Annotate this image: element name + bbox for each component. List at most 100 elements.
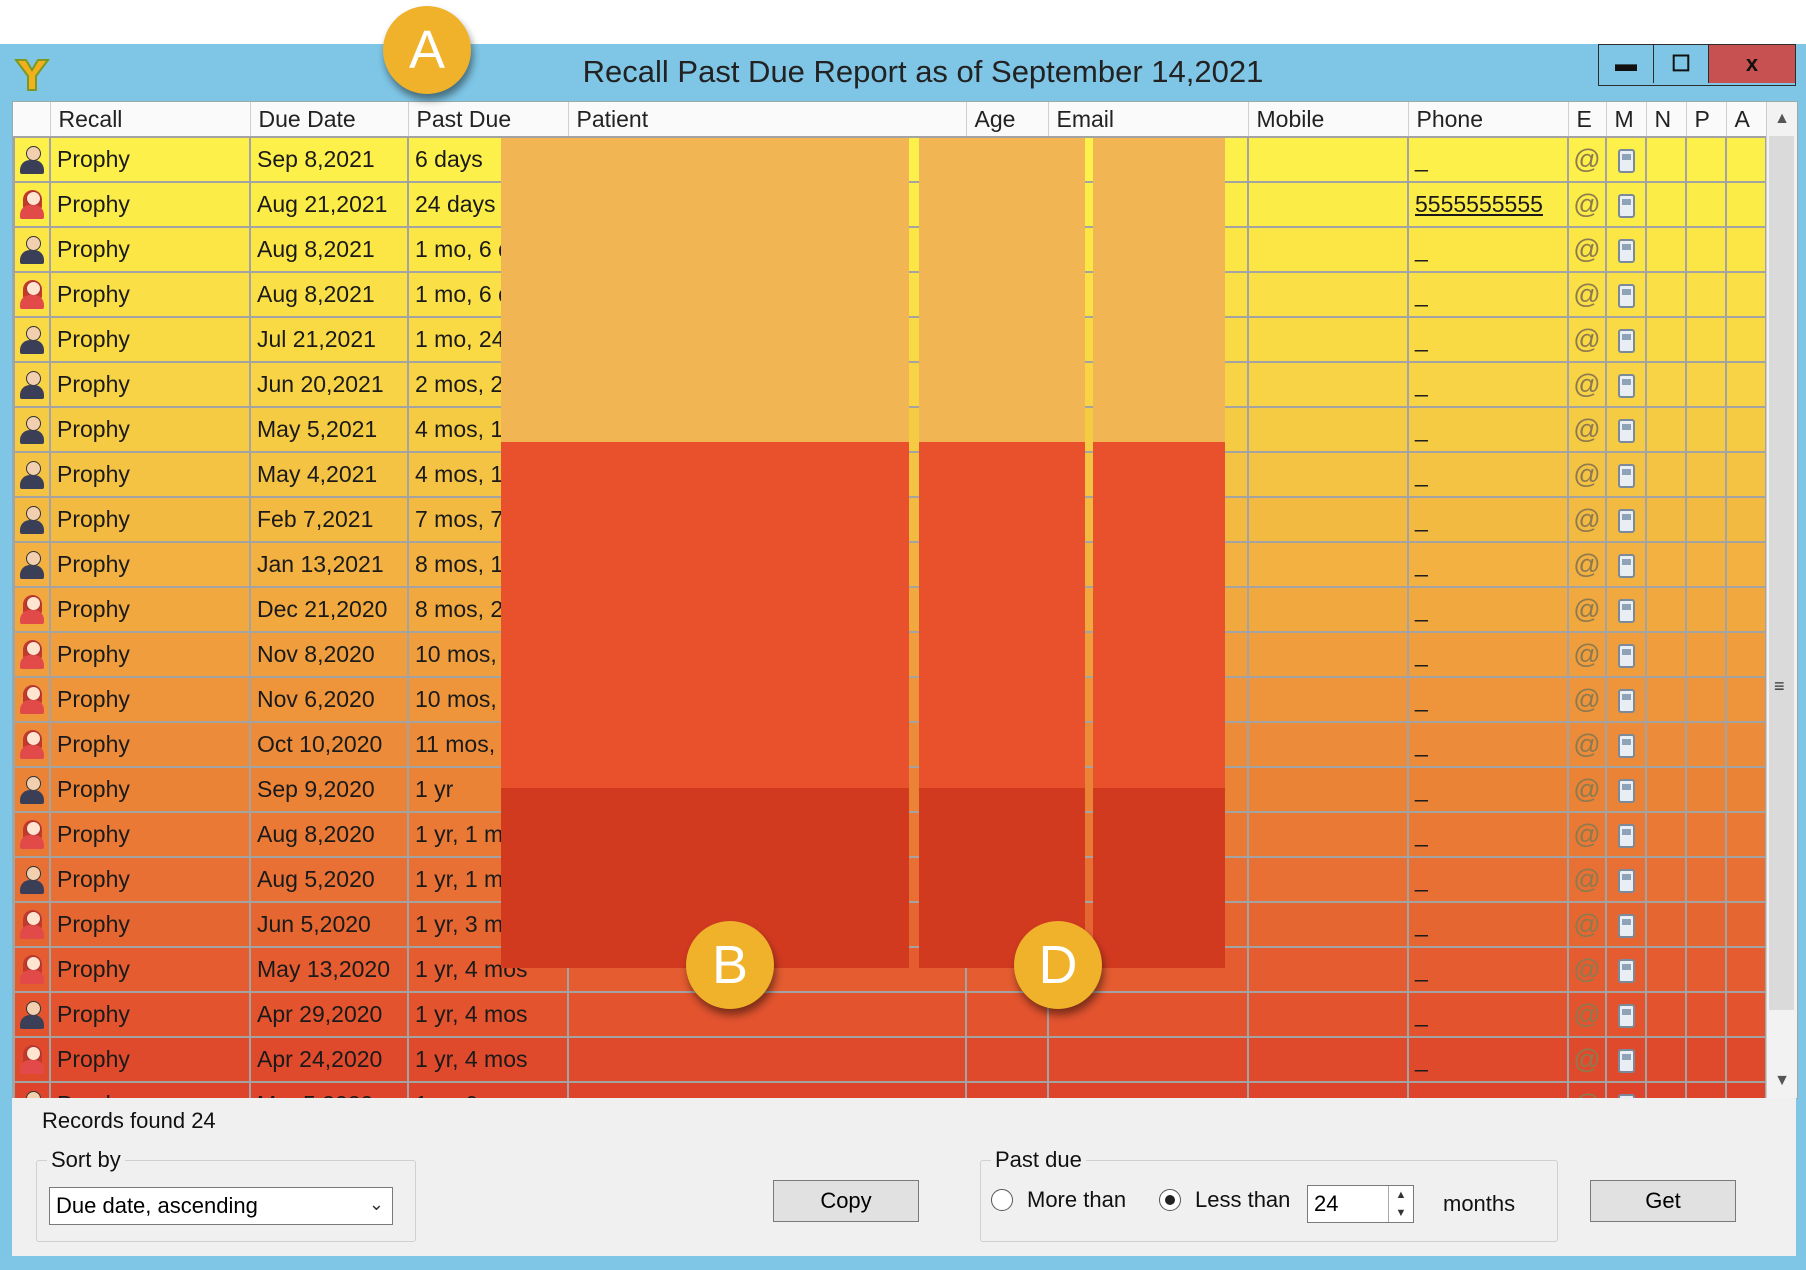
n-cell[interactable] — [1645, 721, 1687, 768]
mobile-phone-icon[interactable] — [1617, 913, 1635, 938]
copy-button[interactable]: Copy — [773, 1180, 919, 1222]
stepper-up-icon[interactable]: ▲ — [1395, 1189, 1407, 1201]
mobile-action-cell[interactable] — [1605, 496, 1647, 543]
mobile-phone-icon[interactable] — [1617, 238, 1635, 263]
email-icon[interactable]: @ — [1573, 909, 1601, 939]
mobile-phone-icon[interactable] — [1617, 553, 1635, 578]
email-action-cell[interactable]: @ — [1567, 496, 1607, 543]
mobile-action-cell[interactable] — [1605, 271, 1647, 318]
close-button[interactable]: x — [1708, 45, 1795, 83]
mobile-action-cell[interactable] — [1605, 226, 1647, 273]
mobile-phone-icon[interactable] — [1617, 283, 1635, 308]
p-cell[interactable] — [1685, 586, 1727, 633]
column-header-phone[interactable]: Phone — [1408, 102, 1569, 138]
stepper-down-icon[interactable]: ▼ — [1395, 1207, 1407, 1219]
n-cell[interactable] — [1645, 541, 1687, 588]
email-icon[interactable]: @ — [1573, 729, 1601, 759]
n-cell[interactable] — [1645, 181, 1687, 228]
phone-cell[interactable]: 5555555555 — [1407, 181, 1569, 228]
a-cell[interactable] — [1725, 136, 1767, 183]
table-row[interactable]: Prophy May 13,2020 1 yr, 4 mos _ @ — [13, 946, 1767, 993]
a-cell[interactable] — [1725, 226, 1767, 273]
email-action-cell[interactable]: @ — [1567, 676, 1607, 723]
email-icon[interactable]: @ — [1573, 819, 1601, 849]
mobile-action-cell[interactable] — [1605, 361, 1647, 408]
column-header-e[interactable]: E — [1568, 102, 1607, 138]
email-action-cell[interactable]: @ — [1567, 181, 1607, 228]
mobile-phone-icon[interactable] — [1617, 463, 1635, 488]
email-icon[interactable]: @ — [1573, 1044, 1601, 1074]
p-cell[interactable] — [1685, 766, 1727, 813]
column-header-mobile[interactable]: Mobile — [1248, 102, 1409, 138]
n-cell[interactable] — [1645, 451, 1687, 498]
column-header-email[interactable]: Email — [1048, 102, 1249, 138]
p-cell[interactable] — [1685, 226, 1727, 273]
mobile-action-cell[interactable] — [1605, 1036, 1647, 1083]
email-icon[interactable]: @ — [1573, 774, 1601, 804]
column-header-past-due[interactable]: Past Due — [408, 102, 569, 138]
a-cell[interactable] — [1725, 451, 1767, 498]
a-cell[interactable] — [1725, 631, 1767, 678]
column-header-icon[interactable] — [14, 102, 51, 138]
mobile-action-cell[interactable] — [1605, 811, 1647, 858]
n-cell[interactable] — [1645, 631, 1687, 678]
mobile-action-cell[interactable] — [1605, 181, 1647, 228]
n-cell[interactable] — [1645, 766, 1687, 813]
a-cell[interactable] — [1725, 496, 1767, 543]
n-cell[interactable] — [1645, 946, 1687, 993]
column-header-age[interactable]: Age — [966, 102, 1049, 138]
email-action-cell[interactable]: @ — [1567, 406, 1607, 453]
months-value[interactable]: 24 — [1314, 1191, 1339, 1216]
email-action-cell[interactable]: @ — [1567, 901, 1607, 948]
mobile-action-cell[interactable] — [1605, 406, 1647, 453]
mobile-phone-icon[interactable] — [1617, 688, 1635, 713]
n-cell[interactable] — [1645, 136, 1687, 183]
email-icon[interactable]: @ — [1573, 684, 1601, 714]
mobile-action-cell[interactable] — [1605, 991, 1647, 1038]
mobile-phone-icon[interactable] — [1617, 1048, 1635, 1073]
email-action-cell[interactable]: @ — [1567, 1036, 1607, 1083]
mobile-phone-icon[interactable] — [1617, 868, 1635, 893]
email-action-cell[interactable]: @ — [1567, 721, 1607, 768]
email-icon[interactable]: @ — [1573, 369, 1601, 399]
n-cell[interactable] — [1645, 676, 1687, 723]
email-action-cell[interactable]: @ — [1567, 361, 1607, 408]
p-cell[interactable] — [1685, 946, 1727, 993]
p-cell[interactable] — [1685, 316, 1727, 363]
email-icon[interactable]: @ — [1573, 504, 1601, 534]
email-icon[interactable]: @ — [1573, 189, 1601, 219]
table-row[interactable]: Prophy Aug 8,2021 1 mo, 6 days _ @ — [13, 226, 1767, 273]
a-cell[interactable] — [1725, 181, 1767, 228]
p-cell[interactable] — [1685, 496, 1727, 543]
n-cell[interactable] — [1645, 811, 1687, 858]
a-cell[interactable] — [1725, 946, 1767, 993]
n-cell[interactable] — [1645, 406, 1687, 453]
a-cell[interactable] — [1725, 811, 1767, 858]
email-icon[interactable]: @ — [1573, 324, 1601, 354]
a-cell[interactable] — [1725, 541, 1767, 588]
email-icon[interactable]: @ — [1573, 144, 1601, 174]
p-cell[interactable] — [1685, 631, 1727, 678]
p-cell[interactable] — [1685, 856, 1727, 903]
email-icon[interactable]: @ — [1573, 279, 1601, 309]
a-cell[interactable] — [1725, 856, 1767, 903]
mobile-phone-icon[interactable] — [1617, 643, 1635, 668]
stepper-arrows[interactable]: ▲ ▼ — [1388, 1186, 1413, 1222]
sort-by-select[interactable]: Due date, ascending ⌄ — [49, 1187, 393, 1225]
scroll-up-icon[interactable]: ▲ — [1774, 110, 1790, 127]
table-row[interactable]: Prophy Apr 29,2020 1 yr, 4 mos _ @ — [13, 991, 1767, 1038]
get-button[interactable]: Get — [1590, 1180, 1736, 1222]
mobile-action-cell[interactable] — [1605, 946, 1647, 993]
n-cell[interactable] — [1645, 271, 1687, 318]
n-cell[interactable] — [1645, 586, 1687, 633]
mobile-phone-icon[interactable] — [1617, 958, 1635, 983]
a-cell[interactable] — [1725, 721, 1767, 768]
email-action-cell[interactable]: @ — [1567, 136, 1607, 183]
email-icon[interactable]: @ — [1573, 864, 1601, 894]
email-action-cell[interactable]: @ — [1567, 631, 1607, 678]
n-cell[interactable] — [1645, 856, 1687, 903]
n-cell[interactable] — [1645, 1036, 1687, 1083]
a-cell[interactable] — [1725, 406, 1767, 453]
more-than-radio[interactable]: More than — [991, 1187, 1126, 1213]
email-icon[interactable]: @ — [1573, 999, 1601, 1029]
